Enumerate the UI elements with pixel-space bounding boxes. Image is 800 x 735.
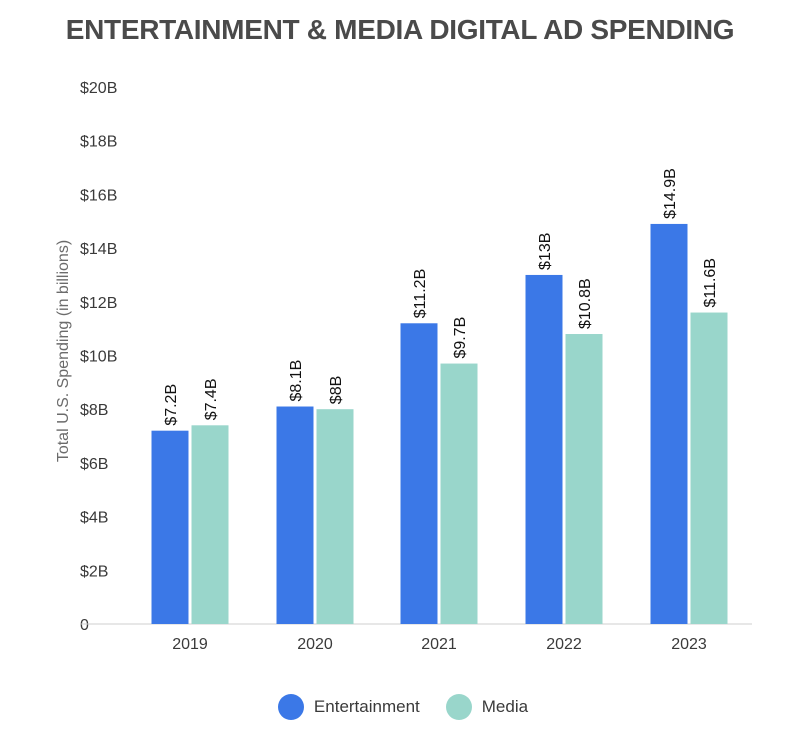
bar-media-2020[interactable] [316,409,354,624]
legend-label-media: Media [481,697,529,716]
bars [151,223,728,624]
y-tick-label: $20B [80,80,117,97]
x-tick-label: 2021 [421,636,457,653]
data-label-media-2020: $8B [328,376,345,404]
bar-entertainment-2019[interactable] [151,430,189,624]
bar-entertainment-2022[interactable] [525,274,563,624]
bar-entertainment-2023[interactable] [650,223,688,624]
legend-item-entertainment[interactable]: Entertainment [277,694,420,720]
x-tick-label: 2020 [297,636,333,653]
y-tick-label: $8B [80,402,108,419]
x-axis-ticks: 2019 2020 2021 2022 2023 [172,636,707,653]
y-tick-label: $2B [80,563,108,580]
data-label-entertainment-2021: $11.2B [412,269,429,319]
data-label-entertainment-2022: $13B [537,233,554,270]
y-tick-label: $10B [80,349,117,366]
y-tick-label: $18B [80,134,117,151]
legend-swatch-media [445,694,472,720]
legend-item-media[interactable]: Media [445,694,529,720]
y-tick-label: $6B [80,456,108,473]
bar-entertainment-2020[interactable] [276,406,314,624]
data-label-media-2019: $7.4B [203,378,220,420]
data-label-entertainment-2023: $14.9B [662,168,679,219]
data-labels: $7.2B $7.4B $8.1B $8B $11.2B $9.7B $13B $10.8B $… [163,168,719,425]
legend-label-entertainment: Entertainment [313,697,420,716]
y-axis-ticks: 0 $2B $4B $6B $8B $10B $12B $14B $16B $18B $20B [80,80,117,634]
bar-chart: 0 $2B $4B $6B $8B $10B $12B $14B $16B $18B $20B To… [55,80,752,653]
chart-title: ENTERTAINMENT & MEDIA DIGITAL AD SPENDIN… [65,14,735,45]
bar-media-2023[interactable] [690,312,728,624]
x-tick-label: 2019 [172,636,208,653]
data-label-media-2023: $11.6B [702,258,719,308]
bar-media-2019[interactable] [191,425,229,624]
y-tick-label: $14B [80,241,117,258]
legend-swatch-entertainment [277,694,304,720]
y-tick-label: $4B [80,510,108,527]
bar-media-2022[interactable] [565,334,603,624]
x-tick-label: 2023 [671,636,707,653]
legend: Entertainment Media [0,694,800,720]
y-tick-label: 0 [80,617,89,634]
data-label-entertainment-2020: $8.1B [288,360,305,402]
x-tick-label: 2022 [546,636,582,653]
data-label-entertainment-2019: $7.2B [163,384,180,426]
y-axis-label: Total U.S. Spending (in billions) [55,240,72,462]
y-tick-label: $12B [80,295,117,312]
bar-entertainment-2021[interactable] [400,323,438,624]
data-label-media-2021: $9.7B [452,317,469,359]
data-label-media-2022: $10.8B [577,278,594,329]
bar-media-2021[interactable] [440,363,478,624]
y-tick-label: $16B [80,187,117,204]
